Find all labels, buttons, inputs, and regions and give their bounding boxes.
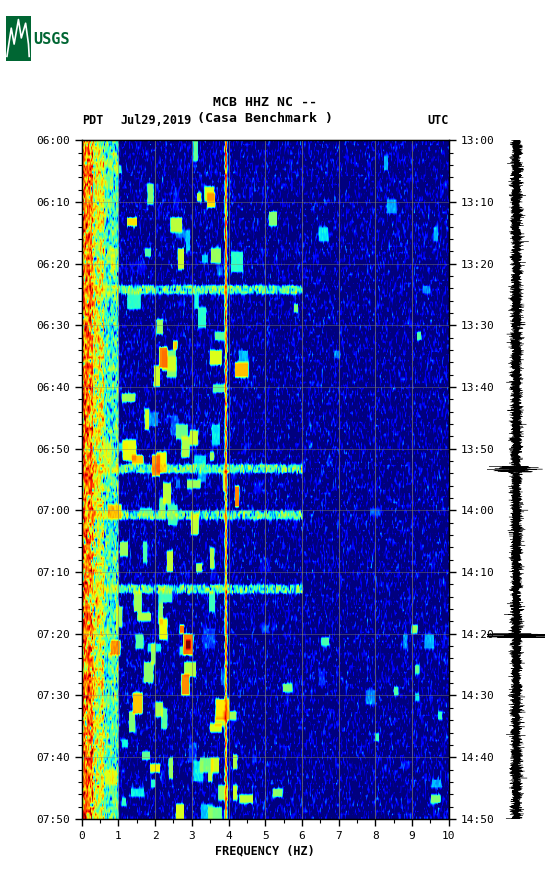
Text: (Casa Benchmark ): (Casa Benchmark ) (197, 112, 333, 125)
Text: USGS: USGS (34, 31, 70, 46)
FancyBboxPatch shape (6, 16, 31, 62)
Text: Jul29,2019: Jul29,2019 (120, 113, 192, 127)
Text: PDT: PDT (82, 113, 103, 127)
Text: UTC: UTC (427, 113, 449, 127)
X-axis label: FREQUENCY (HZ): FREQUENCY (HZ) (215, 845, 315, 858)
Text: MCB HHZ NC --: MCB HHZ NC -- (213, 96, 317, 109)
